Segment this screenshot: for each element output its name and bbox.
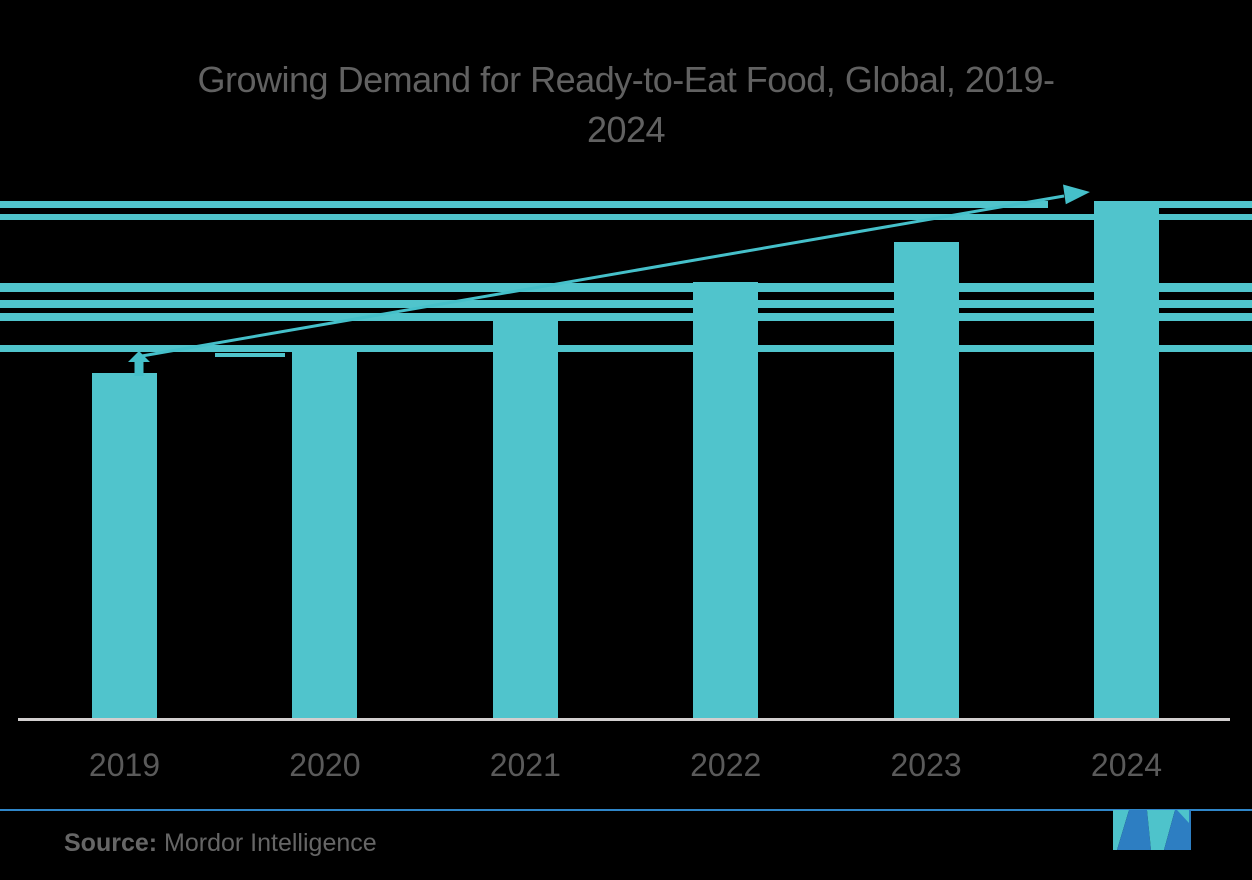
trend-arrow-line xyxy=(135,194,1065,359)
trend-arrowhead-icon xyxy=(1063,184,1090,205)
bar-2024 xyxy=(1094,203,1159,718)
bar-2021 xyxy=(492,313,558,718)
x-axis-label-2022: 2022 xyxy=(690,747,762,783)
glitch-stripe xyxy=(0,201,1048,208)
source-caption: Source: Mordor Intelligence xyxy=(64,829,377,858)
bar-2020 xyxy=(292,347,358,718)
x-axis-label-2021: 2021 xyxy=(489,747,561,783)
bar-2019 xyxy=(92,373,157,718)
x-axis-label-2024: 2024 xyxy=(1090,747,1163,783)
glitch-stripe xyxy=(0,300,1252,308)
chart-title: Growing Demand for Ready-to-Eat Food, Gl… xyxy=(0,55,1252,155)
bar-2022 xyxy=(693,282,759,718)
glitch-stripe xyxy=(215,353,285,357)
logo-corner-teal-triangle xyxy=(1177,810,1189,823)
logo-blue-diagonal-1 xyxy=(1117,810,1151,850)
footer-divider xyxy=(0,809,1252,811)
small-up-arrowhead-icon xyxy=(128,351,150,362)
source-label: Source: xyxy=(64,829,158,857)
logo-left-teal-wedge xyxy=(1113,810,1129,850)
logo-mid-teal-wedge xyxy=(1147,810,1175,850)
x-axis-label-2020: 2020 xyxy=(289,747,361,783)
mordor-intelligence-logo xyxy=(1113,810,1191,850)
source-name: Mordor Intelligence xyxy=(157,829,377,857)
glitch-stripe xyxy=(1094,201,1252,208)
chart-title-line1: Growing Demand for Ready-to-Eat Food, Gl… xyxy=(197,59,1055,100)
x-axis-label-2019: 2019 xyxy=(88,747,161,783)
x-axis-label-2023: 2023 xyxy=(890,747,962,783)
glitch-stripe xyxy=(0,214,1252,220)
chart-title-line2: 2024 xyxy=(586,109,666,150)
x-axis-baseline xyxy=(18,718,1230,721)
bar-2023 xyxy=(893,242,959,718)
glitch-stripe xyxy=(0,313,1252,321)
glitch-stripe xyxy=(0,283,1252,292)
logo-blue-diagonal-bar xyxy=(1164,810,1191,850)
glitch-stripe xyxy=(0,345,1252,352)
